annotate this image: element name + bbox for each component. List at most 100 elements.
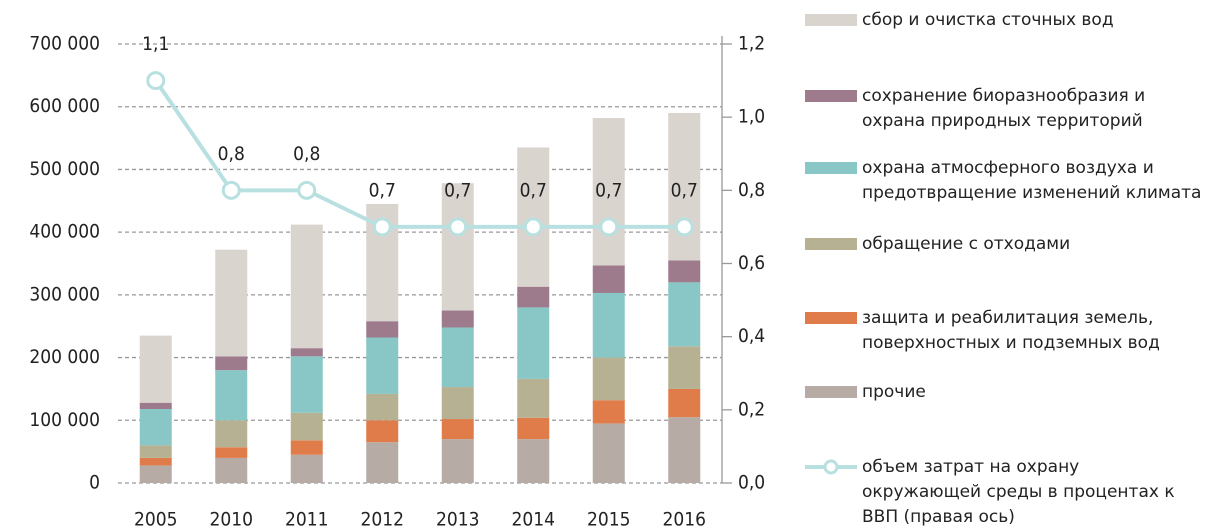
legend-swatch bbox=[805, 238, 857, 250]
bar-segment bbox=[441, 419, 474, 440]
data-label: 0,8 bbox=[218, 143, 245, 165]
bar-segment bbox=[592, 292, 625, 358]
bar-segment bbox=[441, 327, 474, 388]
bar-segment bbox=[592, 400, 625, 424]
y-tick-label: 100 000 bbox=[29, 409, 100, 431]
x-tick-label: 2013 bbox=[436, 509, 480, 531]
bar-segment bbox=[441, 310, 474, 328]
bar-segment bbox=[668, 388, 701, 418]
y-tick-label: 0 bbox=[89, 472, 100, 494]
x-tick-label: 2005 bbox=[134, 509, 178, 531]
legend-label: сбор и очистка сточных вод bbox=[862, 10, 1114, 30]
y2-tick-label: 0,2 bbox=[738, 398, 765, 420]
bar-segment bbox=[215, 457, 248, 483]
y2-tick-label: 0,6 bbox=[738, 252, 765, 274]
y2-tick-label: 0,8 bbox=[738, 179, 765, 201]
bar-segment bbox=[517, 147, 550, 287]
bar-segment bbox=[215, 370, 248, 421]
line-marker bbox=[372, 217, 392, 237]
bar-segment bbox=[592, 118, 625, 266]
bar-segment bbox=[366, 337, 399, 394]
bar-segment bbox=[366, 393, 399, 421]
bar-segment bbox=[441, 387, 474, 420]
line-marker bbox=[448, 217, 468, 237]
bar-segment bbox=[215, 249, 248, 357]
legend-swatch bbox=[805, 386, 857, 398]
bar-segment bbox=[139, 335, 172, 403]
bar-segment bbox=[215, 420, 248, 448]
x-tick-label: 2010 bbox=[210, 509, 254, 531]
line-marker bbox=[146, 71, 166, 91]
line bbox=[154, 79, 685, 229]
legend-label: объем затрат на охрану окружающей среды … bbox=[862, 457, 1175, 527]
data-label: 0,7 bbox=[520, 179, 547, 201]
data-label: 0,7 bbox=[595, 179, 622, 201]
legend-label: охрана атмосферного воздуха и предотвращ… bbox=[862, 158, 1202, 203]
line-marker bbox=[674, 217, 694, 237]
y-tick-label: 600 000 bbox=[29, 95, 100, 117]
bar-segment bbox=[592, 357, 625, 401]
y2-tick-label: 1,2 bbox=[738, 33, 765, 55]
y-tick-label: 300 000 bbox=[29, 283, 100, 305]
line-marker bbox=[523, 217, 543, 237]
legend-swatch bbox=[805, 90, 857, 102]
bar-segment bbox=[668, 417, 701, 483]
bar-segment bbox=[517, 417, 550, 440]
legend-label: прочие bbox=[862, 382, 926, 402]
y-tick-label: 400 000 bbox=[29, 221, 100, 243]
legend-swatch bbox=[805, 14, 857, 26]
bar-segment bbox=[215, 356, 248, 371]
bar-segment bbox=[290, 356, 323, 413]
data-label: 0,8 bbox=[293, 143, 320, 165]
bar-segment bbox=[139, 445, 172, 458]
data-label: 1,1 bbox=[142, 33, 169, 55]
legend-label: обращение с отходами bbox=[862, 234, 1071, 254]
data-label: 0,7 bbox=[369, 179, 396, 201]
bar-segment bbox=[517, 307, 550, 379]
legend-marker bbox=[823, 459, 839, 475]
bar-segment bbox=[668, 260, 701, 283]
x-tick-label: 2011 bbox=[285, 509, 329, 531]
data-label: 0,7 bbox=[671, 179, 698, 201]
legend-label: защита и реабилитация земель, поверхност… bbox=[862, 308, 1160, 353]
bar-segment bbox=[517, 286, 550, 308]
y-tick-label: 500 000 bbox=[29, 158, 100, 180]
bar-segment bbox=[290, 440, 323, 455]
line-marker bbox=[297, 180, 317, 200]
bar-segment bbox=[668, 346, 701, 389]
y-tick-label: 700 000 bbox=[29, 33, 100, 55]
bar-segment bbox=[290, 454, 323, 483]
x-tick-label: 2014 bbox=[512, 509, 556, 531]
bar-segment bbox=[366, 321, 399, 338]
bar-segment bbox=[517, 439, 550, 483]
x-tick-label: 2016 bbox=[663, 509, 707, 531]
bar-segment bbox=[139, 408, 172, 446]
x-tick-label: 2012 bbox=[361, 509, 405, 531]
x-tick-label: 2015 bbox=[587, 509, 631, 531]
bar-segment bbox=[592, 265, 625, 293]
bar-segment bbox=[366, 442, 399, 483]
legend-swatch bbox=[805, 162, 857, 174]
legend-swatch bbox=[805, 312, 857, 324]
y2-tick-label: 0,4 bbox=[738, 325, 765, 347]
bar-segment bbox=[668, 282, 701, 347]
bar-segment bbox=[441, 439, 474, 483]
bar-segment bbox=[290, 224, 323, 349]
bar-segment bbox=[215, 447, 248, 458]
bar-segment bbox=[139, 465, 172, 483]
line-marker bbox=[599, 217, 619, 237]
bar-segment bbox=[139, 457, 172, 466]
bar-segment bbox=[290, 412, 323, 441]
y2-tick-label: 1,0 bbox=[738, 106, 765, 128]
bar-segment bbox=[517, 378, 550, 418]
data-label: 0,7 bbox=[444, 179, 471, 201]
bar-segment bbox=[366, 420, 399, 443]
bar-segment bbox=[441, 183, 474, 311]
y-tick-label: 200 000 bbox=[29, 346, 100, 368]
bar-segment bbox=[290, 348, 323, 357]
legend-label: сохранение биоразнообразия и охрана прир… bbox=[862, 86, 1146, 131]
line-marker bbox=[221, 180, 241, 200]
bar-segment bbox=[139, 402, 172, 409]
